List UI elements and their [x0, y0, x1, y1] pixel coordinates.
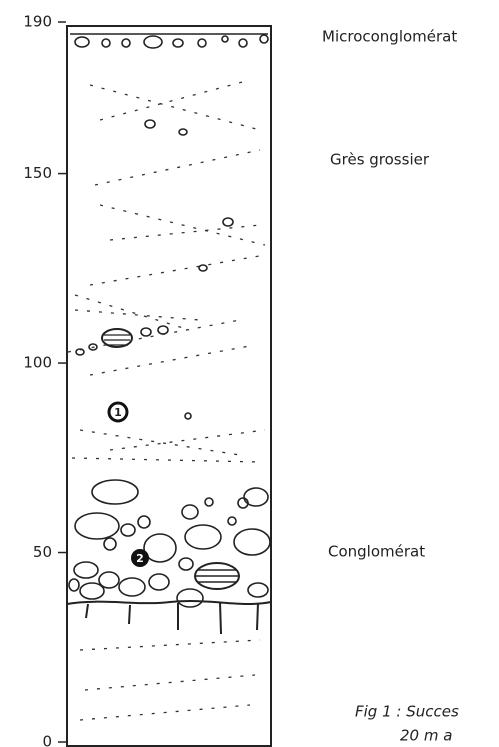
marker-circle: [107, 401, 129, 423]
marker-circle: [131, 549, 149, 567]
marker-label: 2: [136, 552, 144, 565]
column-outline: [66, 25, 272, 747]
caption: 20 m a: [400, 727, 452, 745]
erosion-marks: [85, 601, 259, 635]
tick-label: 0: [42, 733, 52, 747]
lower-sandstone: [79, 639, 261, 721]
erosion-surface: [66, 600, 272, 605]
tick-label: 100: [23, 354, 52, 372]
layer-label: Conglomérat: [328, 543, 425, 561]
conglomerate-pebbles: [68, 479, 271, 608]
tick-label: 190: [23, 13, 52, 31]
clast-hatch: [196, 569, 238, 583]
striped-clast: [101, 328, 133, 348]
caption: Fig 1 : Succes: [355, 703, 459, 721]
layer-label: Microconglomérat: [322, 28, 457, 46]
layer-label: Grès grossier: [330, 151, 430, 169]
clast-hatch: [104, 334, 130, 346]
tick-label: 50: [33, 543, 52, 561]
depth-axis: 190 150 100 50 0: [23, 13, 66, 747]
microconglomerate-pebbles: [74, 34, 269, 49]
tick-label: 150: [23, 164, 52, 182]
marker-label: 1: [114, 406, 122, 419]
sandstone-dashes: [67, 79, 266, 463]
sandstone-pebbles: [75, 119, 234, 420]
